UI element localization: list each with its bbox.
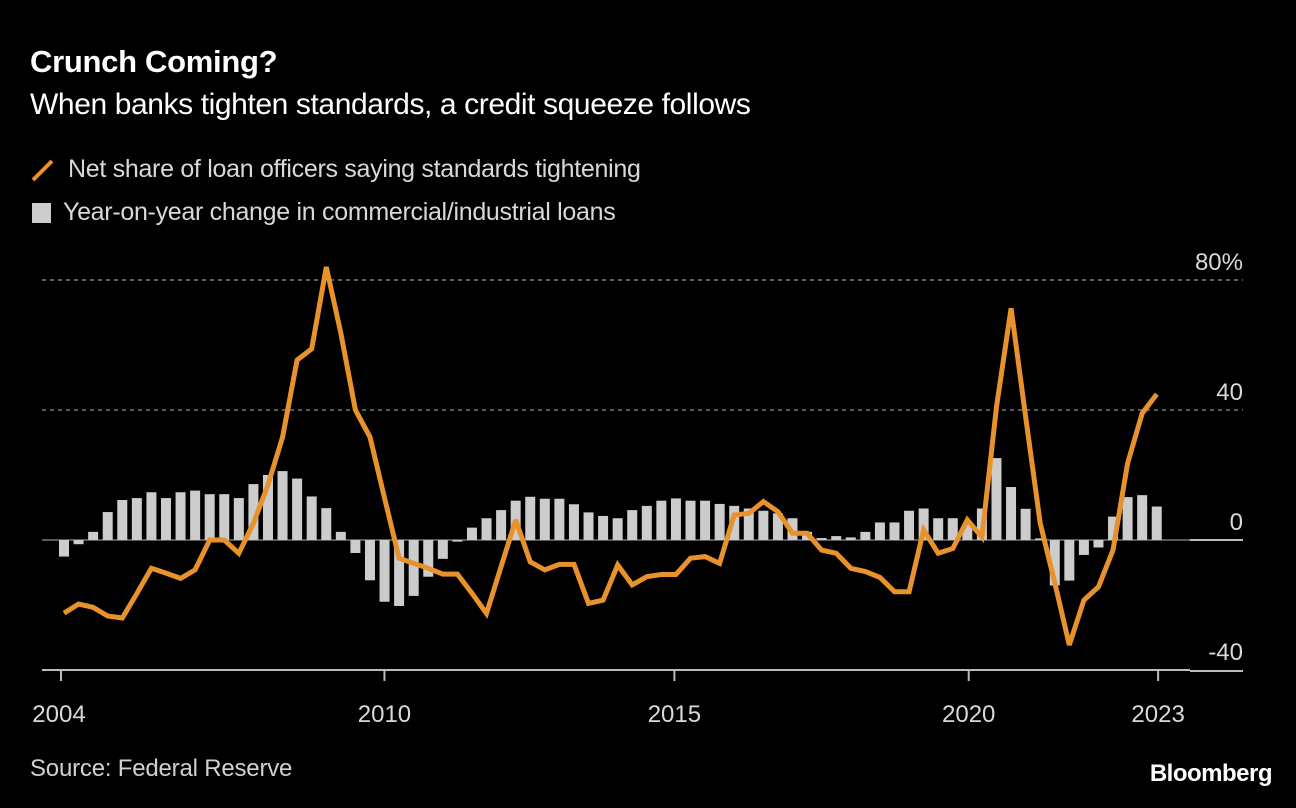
- y-tick-label: 80%: [1195, 249, 1243, 276]
- bar: [743, 508, 754, 540]
- y-tick-label: -40: [1208, 639, 1243, 666]
- bar: [379, 540, 390, 602]
- square-swatch-icon: [32, 202, 51, 223]
- bar: [1064, 540, 1075, 581]
- legend-item-loans: Year-on-year change in commercial/indust…: [30, 198, 616, 227]
- bar: [685, 500, 696, 540]
- bar: [904, 510, 915, 540]
- bar: [933, 518, 944, 540]
- bar: [481, 518, 492, 540]
- bar: [321, 508, 332, 540]
- bar: [1006, 487, 1017, 540]
- bar: [918, 508, 929, 540]
- tightening-line: [62, 266, 1159, 646]
- bar: [656, 500, 667, 540]
- bar: [874, 522, 885, 540]
- bar: [772, 513, 783, 540]
- x-tick-label: 2004: [32, 701, 85, 728]
- bar: [700, 500, 711, 540]
- bar: [146, 492, 157, 540]
- bar: [364, 540, 375, 581]
- bloomberg-logo: Bloomberg: [1149, 760, 1273, 787]
- bar: [1122, 497, 1133, 540]
- bar: [627, 510, 638, 540]
- bar: [714, 503, 725, 540]
- bar: [1151, 506, 1162, 540]
- bar: [408, 540, 419, 596]
- bar: [59, 540, 69, 557]
- bar: [394, 540, 405, 606]
- bar: [204, 494, 215, 540]
- bar: [350, 540, 361, 553]
- y-tick-label: 0: [1230, 509, 1243, 536]
- bar: [175, 492, 186, 540]
- bar: [452, 540, 463, 542]
- source-note: Source: Federal Reserve: [30, 755, 293, 782]
- bar: [816, 538, 827, 540]
- bar: [1078, 540, 1089, 555]
- bar: [1049, 540, 1060, 586]
- bar: [190, 490, 201, 540]
- bar: [860, 531, 871, 540]
- bar: [525, 496, 536, 540]
- x-tick-label: 2020: [942, 701, 995, 728]
- bar: [889, 522, 900, 540]
- bar: [277, 471, 288, 540]
- bar: [233, 498, 244, 540]
- bar: [962, 523, 973, 540]
- bar: [437, 540, 448, 559]
- bar: [598, 515, 609, 540]
- y-tick-label: 40: [1216, 379, 1243, 406]
- bar: [496, 510, 507, 540]
- bar: [612, 518, 623, 540]
- x-tick-label: 2010: [358, 701, 411, 728]
- bar: [554, 498, 565, 540]
- chart-title: Crunch Coming?: [30, 44, 278, 79]
- bar: [335, 531, 346, 540]
- bar: [248, 484, 259, 540]
- bar: [1137, 495, 1148, 540]
- bar: [845, 537, 856, 540]
- bar: [466, 527, 477, 540]
- bar: [539, 498, 550, 540]
- bar: [1020, 508, 1031, 540]
- bar: [641, 505, 652, 540]
- bar: [102, 512, 113, 540]
- bar: [117, 500, 128, 540]
- bar: [1093, 540, 1104, 548]
- bar: [947, 518, 958, 540]
- bar: [568, 504, 579, 540]
- legend-item-tightening: Net share of loan officers saying standa…: [30, 155, 641, 184]
- chart-subtitle: When banks tighten standards, a credit s…: [30, 88, 751, 121]
- bar: [583, 512, 594, 540]
- bar: [831, 536, 842, 540]
- bar: [219, 494, 230, 540]
- bar: [131, 498, 142, 540]
- legend-label: Net share of loan officers saying standa…: [68, 155, 641, 183]
- bar: [670, 498, 681, 540]
- line-swatch-icon: [30, 157, 56, 183]
- bar: [1035, 538, 1046, 540]
- bar: [88, 531, 99, 540]
- x-tick-label: 2015: [648, 701, 701, 728]
- bar: [306, 496, 317, 540]
- bar: [160, 498, 171, 540]
- x-tick-label: 2023: [1131, 701, 1184, 728]
- bar: [1108, 516, 1119, 540]
- bar: [73, 540, 84, 545]
- bar: [423, 540, 434, 577]
- bar: [758, 510, 769, 540]
- legend-label: Year-on-year change in commercial/indust…: [63, 198, 616, 226]
- bar: [262, 475, 273, 540]
- bar: [991, 458, 1002, 540]
- bar: [292, 478, 303, 540]
